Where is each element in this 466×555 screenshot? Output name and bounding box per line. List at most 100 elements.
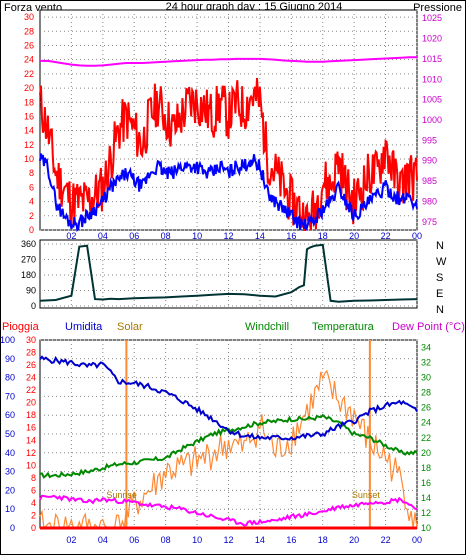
humidity-tick-label: 20 — [5, 485, 15, 495]
humidity-x-tick-label: 14 — [255, 535, 265, 545]
humidity-x-tick-label: 18 — [318, 535, 328, 545]
pressure-tick-label: 1015 — [422, 54, 442, 64]
wind-x-tick-label: 12 — [223, 231, 233, 241]
rain-tick-label: 2 — [31, 510, 36, 520]
wind-tick-label: 24 — [24, 55, 34, 65]
temperature-axis: 10 12 14 16 18 20 22 24 26 28 30 32 34 — [421, 343, 431, 533]
direction-tick-label: 0 — [31, 301, 36, 311]
wind-x-tick-label: 10 — [192, 231, 202, 241]
temperature-tick-label: 34 — [421, 343, 431, 353]
wind-tick-label: 20 — [24, 83, 34, 93]
pressure-tick-label: 1010 — [422, 74, 442, 84]
wind-tick-label: 8 — [29, 168, 34, 178]
wind-tick-label: 26 — [24, 40, 34, 50]
label-solar: Solar — [117, 321, 143, 333]
humidity-x-tick-label: 06 — [129, 535, 139, 545]
wind-direction-line — [39, 243, 418, 303]
label-temperatura: Temperatura — [312, 321, 375, 333]
rain-tick-label: 6 — [31, 485, 36, 495]
humidity-x-tick-label: 12 — [223, 535, 233, 545]
humidity-tick-label: 100 — [0, 335, 15, 345]
pressure-tick-label: 1000 — [422, 115, 442, 125]
wind-x-tick-label: 02 — [66, 231, 76, 241]
humidity-tick-label: 10 — [5, 504, 15, 514]
pressure-tick-label: 985 — [422, 176, 437, 186]
wind-x-tick-label: 04 — [98, 231, 108, 241]
label-windchill: Windchill — [245, 321, 289, 333]
wind-tick-label: 10 — [24, 154, 34, 164]
wind-x-axis: 02 04 06 08 10 12 14 16 18 20 22 00 — [66, 231, 422, 241]
sunset-label: Sunset — [352, 490, 381, 500]
humidity-x-tick-label: 02 — [66, 535, 76, 545]
compass-label: S — [436, 272, 443, 284]
pressure-tick-label: 975 — [422, 217, 437, 227]
humidity-tick-label: 80 — [5, 373, 15, 383]
solar-line — [39, 369, 418, 531]
wind-avg-line — [39, 153, 418, 233]
pressure-tick-label: 980 — [422, 196, 437, 206]
sunrise-label: Sunrise — [106, 490, 137, 500]
humidity-tick-label: 40 — [5, 448, 15, 458]
humidity-x-axis: 02 04 06 08 10 12 14 16 18 20 22 00 — [66, 535, 422, 545]
temperature-tick-label: 12 — [421, 508, 431, 518]
humidity-line — [39, 355, 418, 441]
wind-tick-label: 22 — [24, 69, 34, 79]
rain-tick-label: 24 — [26, 373, 36, 383]
humidity-tick-label: 70 — [5, 391, 15, 401]
humidity-axis: 0 10 20 30 40 50 60 70 80 90 100 — [0, 335, 15, 533]
temperature-tick-label: 18 — [421, 463, 431, 473]
temperature-tick-label: 32 — [421, 358, 431, 368]
humidity-x-tick-label: 08 — [161, 535, 171, 545]
pressure-tick-label: 1005 — [422, 95, 442, 105]
wind-x-tick-label: 22 — [381, 231, 391, 241]
compass-label: N — [436, 240, 444, 252]
rain-tick-label: 16 — [26, 423, 36, 433]
direction-tick-label: 180 — [21, 270, 36, 280]
rain-tick-label: 10 — [26, 460, 36, 470]
rain-tick-label: 30 — [26, 335, 36, 345]
rain-tick-label: 20 — [26, 398, 36, 408]
humidity-x-tick-label: 16 — [286, 535, 296, 545]
wind-tick-label: 6 — [29, 182, 34, 192]
pressure-tick-label: 1020 — [422, 34, 442, 44]
temperature-line — [39, 413, 418, 479]
rain-tick-label: 12 — [26, 448, 36, 458]
wind-tick-label: 0 — [29, 225, 34, 235]
label-pioggia: Pioggia — [2, 321, 40, 333]
pressure-tick-label: 995 — [422, 135, 437, 145]
wind-tick-label: 4 — [29, 197, 34, 207]
label-dewpoint: Dew Point (°C) — [392, 321, 465, 333]
humidity-tick-label: 30 — [5, 467, 15, 477]
wind-x-tick-label: 00 — [412, 231, 422, 241]
rain-tick-label: 28 — [26, 348, 36, 358]
wind-x-tick-label: 14 — [255, 231, 265, 241]
rain-tick-label: 8 — [31, 473, 36, 483]
direction-tick-label: 90 — [26, 286, 36, 296]
wind-tick-label: 18 — [24, 97, 34, 107]
temperature-tick-label: 28 — [421, 388, 431, 398]
wind-direction-plot-area — [39, 239, 418, 309]
compass-label: E — [436, 288, 443, 300]
wind-x-tick-label: 08 — [161, 231, 171, 241]
wind-x-tick-label: 06 — [129, 231, 139, 241]
wind-tick-label: 2 — [29, 211, 34, 221]
wind-tick-label: 16 — [24, 111, 34, 121]
wind-x-tick-label: 20 — [349, 231, 359, 241]
rain-tick-label: 14 — [26, 435, 36, 445]
compass-label: W — [436, 256, 447, 268]
temperature-tick-label: 16 — [421, 478, 431, 488]
humidity-x-tick-label: 20 — [349, 535, 359, 545]
direction-tick-label: 360 — [21, 239, 36, 249]
wind-tick-label: 28 — [24, 26, 34, 36]
rain-tick-label: 26 — [26, 360, 36, 370]
pressure-tick-label: 1025 — [422, 13, 442, 23]
pressure-tick-label: 990 — [422, 156, 437, 166]
header-right-label: Pressione — [413, 2, 462, 14]
humidity-tick-label: 0 — [10, 523, 15, 533]
